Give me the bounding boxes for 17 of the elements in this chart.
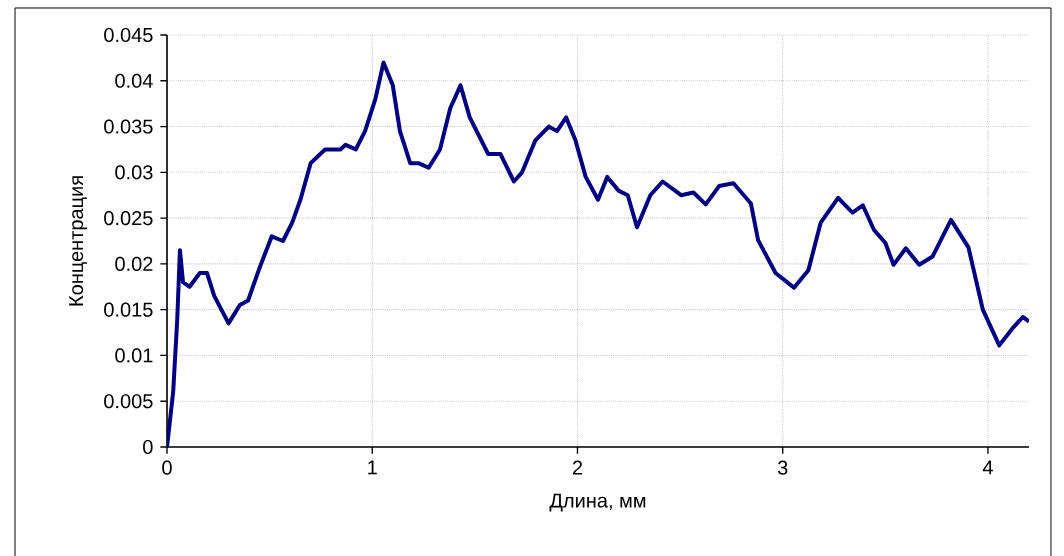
x-tick-label: 0 xyxy=(162,460,172,475)
y-tick-label: 0.035 xyxy=(104,119,153,134)
y-tick-label: 0.02 xyxy=(115,256,153,271)
y-tick-label: 0.04 xyxy=(115,73,153,88)
x-tick-label: 2 xyxy=(572,460,583,475)
y-tick-label: 0.015 xyxy=(104,302,153,317)
x-tick-label: 3 xyxy=(777,460,788,475)
y-tick-label: 0.01 xyxy=(115,348,153,363)
y-tick-label: 0.045 xyxy=(104,27,153,43)
y-tick-label: 0.03 xyxy=(115,165,153,180)
y-axis-title: Концентрация xyxy=(69,176,88,306)
y-tick-label: 0 xyxy=(143,439,153,455)
x-tick-label: 1 xyxy=(368,460,377,475)
y-tick-label: 0.025 xyxy=(104,211,153,226)
x-axis-title: Длина, мм xyxy=(549,493,646,512)
y-tick-label: 0.005 xyxy=(104,394,153,409)
x-tick-label: 4 xyxy=(982,460,993,475)
